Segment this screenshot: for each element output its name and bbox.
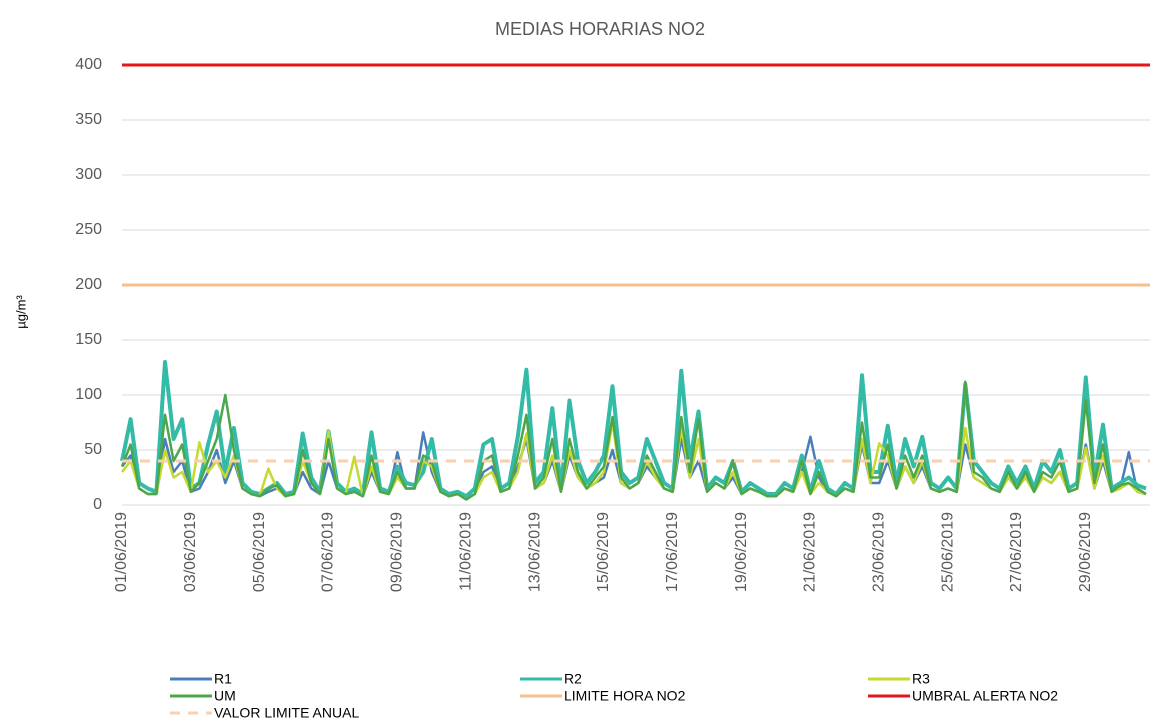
x-tick-label: 05/06/2019 bbox=[251, 512, 268, 592]
y-tick-label: 150 bbox=[75, 331, 102, 348]
y-axis-label: µg/m³ bbox=[13, 295, 28, 329]
y-tick-label: 300 bbox=[75, 166, 102, 183]
x-tick-label: 07/06/2019 bbox=[320, 512, 337, 592]
y-tick-label: 400 bbox=[75, 56, 102, 73]
legend-label: UMBRAL ALERTA NO2 bbox=[912, 688, 1058, 704]
x-tick-label: 15/06/2019 bbox=[595, 512, 612, 592]
x-tick-label: 09/06/2019 bbox=[389, 512, 406, 592]
y-tick-label: 100 bbox=[75, 386, 102, 403]
y-tick-label: 250 bbox=[75, 221, 102, 238]
legend-label: R3 bbox=[912, 671, 930, 687]
legend-label: LIMITE HORA NO2 bbox=[564, 688, 686, 704]
legend-label: R2 bbox=[564, 671, 582, 687]
y-tick-label: 350 bbox=[75, 111, 102, 128]
x-tick-label: 17/06/2019 bbox=[664, 512, 681, 592]
legend-label: VALOR LIMITE ANUAL bbox=[214, 705, 359, 721]
x-tick-label: 01/06/2019 bbox=[113, 512, 130, 592]
x-tick-label: 27/06/2019 bbox=[1008, 512, 1025, 592]
x-tick-label: 11/06/2019 bbox=[457, 512, 474, 591]
y-tick-label: 50 bbox=[84, 441, 102, 458]
x-tick-label: 21/06/2019 bbox=[802, 512, 819, 592]
x-tick-label: 25/06/2019 bbox=[939, 512, 956, 592]
legend-label: R1 bbox=[214, 671, 232, 687]
series-line bbox=[120, 380, 1147, 501]
legend-label: UM bbox=[214, 688, 236, 704]
x-tick-label: 23/06/2019 bbox=[870, 512, 887, 592]
x-tick-label: 29/06/2019 bbox=[1077, 512, 1094, 592]
x-tick-label: 13/06/2019 bbox=[526, 512, 543, 592]
y-tick-label: 200 bbox=[75, 276, 102, 293]
y-tick-label: 0 bbox=[93, 496, 102, 513]
x-tick-label: 03/06/2019 bbox=[182, 512, 199, 592]
x-tick-label: 19/06/2019 bbox=[733, 512, 750, 592]
chart-title: MEDIAS HORARIAS NO2 bbox=[495, 19, 705, 39]
series-line bbox=[120, 360, 1147, 499]
